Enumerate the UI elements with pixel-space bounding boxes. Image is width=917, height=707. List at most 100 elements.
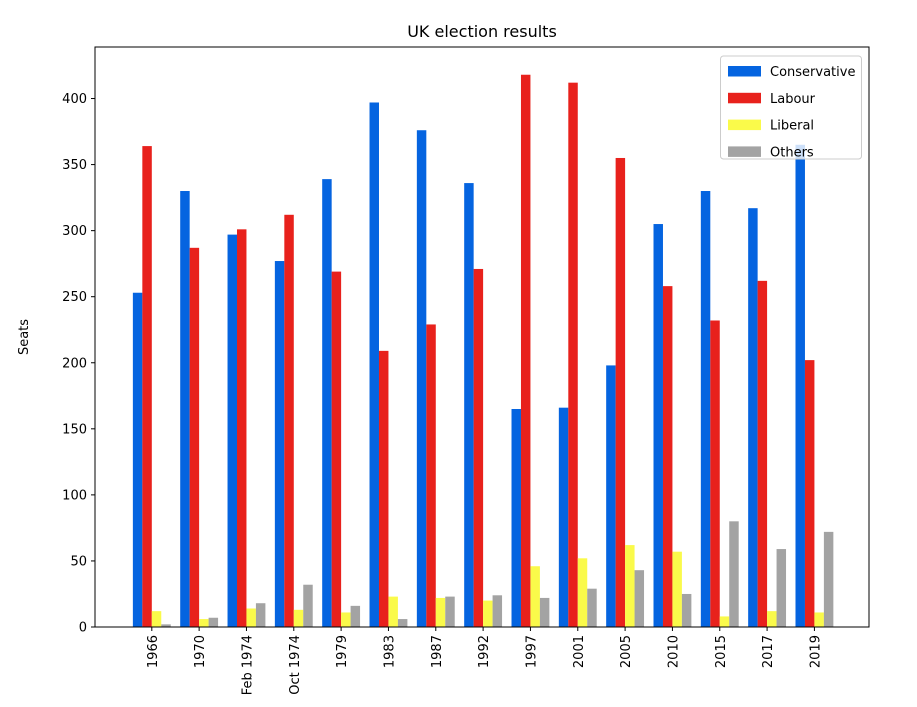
x-tick-label: Oct 1974 xyxy=(288,635,303,695)
bar-others-feb-1974 xyxy=(255,603,266,627)
bar-labour-1970 xyxy=(189,247,200,627)
legend-swatch-liberal xyxy=(728,119,761,131)
bar-conservative-2017 xyxy=(748,208,758,627)
bar-liberal-2001 xyxy=(577,558,588,627)
legend-label-liberal: Liberal xyxy=(770,119,814,134)
bar-others-2010 xyxy=(681,593,692,627)
x-tick-label: 2001 xyxy=(572,635,587,668)
bar-conservative-2005 xyxy=(606,365,616,627)
bar-conservative-feb-1974 xyxy=(227,234,237,628)
x-tick-label: 1992 xyxy=(477,635,492,668)
bar-conservative-1987 xyxy=(416,130,427,628)
bar-others-1987 xyxy=(445,596,455,627)
bar-liberal-1987 xyxy=(435,597,446,627)
bar-others-2019 xyxy=(823,531,834,627)
bar-labour-1966 xyxy=(142,146,152,627)
bar-labour-2017 xyxy=(757,280,768,627)
y-axis-label: Seats xyxy=(17,319,32,355)
y-tick-label: 100 xyxy=(62,488,87,503)
y-tick-label: 50 xyxy=(70,554,87,569)
bar-labour-2005 xyxy=(615,157,626,628)
bar-liberal-1997 xyxy=(530,566,540,627)
bar-labour-2019 xyxy=(804,360,815,627)
plot-area: 0 50 100 150 200 250 300 350 400 1966 1970 Feb 1974… xyxy=(62,46,870,695)
bar-labour-1992 xyxy=(473,268,484,627)
x-tick-label: 1983 xyxy=(382,635,397,668)
y-tick-label: 150 xyxy=(62,422,87,437)
bar-labour-oct-1974 xyxy=(284,214,294,628)
bar-liberal-2019 xyxy=(814,612,824,627)
bar-others-1983 xyxy=(397,619,408,627)
x-tick-label: 1997 xyxy=(524,635,539,668)
bar-conservative-2015 xyxy=(700,191,711,627)
bar-others-1966 xyxy=(161,624,171,627)
x-tick-label: 2017 xyxy=(761,635,776,668)
bar-others-2005 xyxy=(634,570,645,627)
y-tick-label: 200 xyxy=(62,356,87,371)
bar-others-2015 xyxy=(729,521,739,627)
bar-labour-1997 xyxy=(520,74,531,628)
bar-labour-1979 xyxy=(331,271,342,627)
plot-frame xyxy=(94,46,870,628)
bar-conservative-2001 xyxy=(558,407,569,627)
bar-liberal-2010 xyxy=(672,551,682,627)
bar-liberal-1966 xyxy=(151,611,162,627)
bar-labour-2010 xyxy=(662,286,673,627)
bar-others-oct-1974 xyxy=(303,584,313,627)
legend-box xyxy=(720,55,862,160)
bar-liberal-2005 xyxy=(625,545,635,627)
x-tick-label: 2015 xyxy=(714,635,729,668)
bar-liberal-1970 xyxy=(199,619,209,627)
y-tick-label: 350 xyxy=(62,158,87,173)
y-tick-label: 0 xyxy=(79,621,87,636)
bar-liberal-1979 xyxy=(341,612,351,627)
x-tick-label: 1979 xyxy=(335,635,350,668)
x-tick-label: 1970 xyxy=(193,635,208,668)
bar-others-1979 xyxy=(350,605,361,627)
x-tick-label: 2005 xyxy=(619,635,634,668)
legend-label-labour: Labour xyxy=(770,92,816,107)
bar-labour-2001 xyxy=(568,82,578,628)
bar-liberal-1992 xyxy=(483,600,493,627)
y-tick-label: 300 xyxy=(62,224,87,239)
bar-others-1992 xyxy=(492,595,503,627)
bar-conservative-1997 xyxy=(511,409,521,627)
legend-label-others: Others xyxy=(770,145,814,160)
bar-conservative-1966 xyxy=(132,292,143,627)
bar-others-2017 xyxy=(776,549,787,627)
bar-liberal-2017 xyxy=(767,611,777,627)
bar-others-1997 xyxy=(539,597,550,627)
legend-swatch-labour xyxy=(728,92,761,104)
chart-title: UK election results xyxy=(407,22,557,41)
bar-others-1970 xyxy=(208,617,219,627)
bar-liberal-2015 xyxy=(719,616,730,627)
bar-liberal-oct-1974 xyxy=(293,609,304,627)
legend-swatch-conservative xyxy=(728,66,761,77)
bar-labour-1983 xyxy=(378,350,389,627)
bar-conservative-1992 xyxy=(464,183,474,627)
x-tick-label: 2010 xyxy=(666,635,681,668)
x-tick-label: 1987 xyxy=(430,635,445,668)
legend-swatch-others xyxy=(728,146,761,157)
bar-conservative-oct-1974 xyxy=(274,261,285,627)
bar-conservative-2019 xyxy=(795,144,805,627)
y-tick-label: 250 xyxy=(62,290,87,305)
x-tick-label: Feb 1974 xyxy=(240,635,255,695)
bar-labour-1987 xyxy=(426,324,436,627)
bar-conservative-1970 xyxy=(180,191,190,627)
bar-liberal-1983 xyxy=(388,596,398,627)
bar-conservative-2010 xyxy=(653,224,663,628)
legend-label-conservative: Conservative xyxy=(770,65,855,80)
legend: Conservative Labour Liberal Others xyxy=(720,55,862,160)
bar-labour-feb-1974 xyxy=(236,229,247,627)
bar-others-2001 xyxy=(587,588,597,627)
bar-conservative-1979 xyxy=(322,179,332,627)
x-tick-label: 1966 xyxy=(146,635,161,668)
bar-labour-2015 xyxy=(710,320,720,627)
x-tick-label: 2019 xyxy=(808,635,823,668)
y-tick-label: 400 xyxy=(62,92,87,107)
bar-liberal-feb-1974 xyxy=(246,608,256,627)
bar-conservative-1983 xyxy=(369,102,379,628)
